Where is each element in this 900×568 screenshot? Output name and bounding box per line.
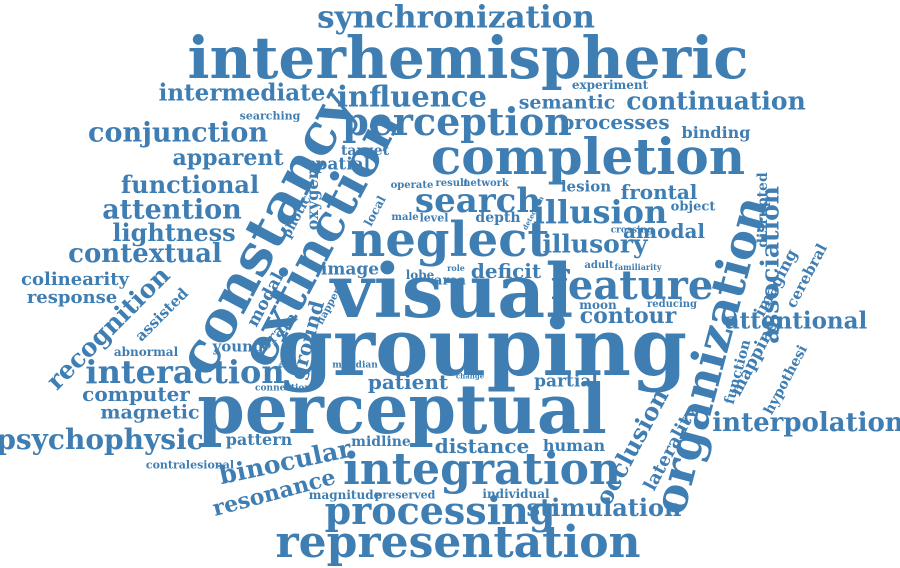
word-representation: representation [275, 521, 640, 565]
word-object: object [671, 201, 716, 214]
word-interhemispheric: interhemispheric [187, 29, 748, 87]
word-completion: completion [431, 132, 745, 182]
word-magnetic: magnetic [100, 404, 199, 423]
word-area: area [434, 275, 466, 288]
word-interpolation: interpolation [712, 410, 900, 436]
word-pattern: pattern [226, 432, 293, 448]
word-contralesional: contralesional [146, 460, 234, 471]
word-attentional: attentional [725, 310, 868, 333]
word-functional: functional [121, 173, 259, 197]
word-integration: integration [343, 448, 621, 492]
word-psychophysic: psychophysic [0, 426, 204, 454]
word-conjunction: conjunction [88, 120, 268, 147]
word-hypothesi: hypothesi [762, 343, 810, 417]
word-contextual: contextual [68, 241, 222, 267]
word-response: response [27, 289, 117, 307]
